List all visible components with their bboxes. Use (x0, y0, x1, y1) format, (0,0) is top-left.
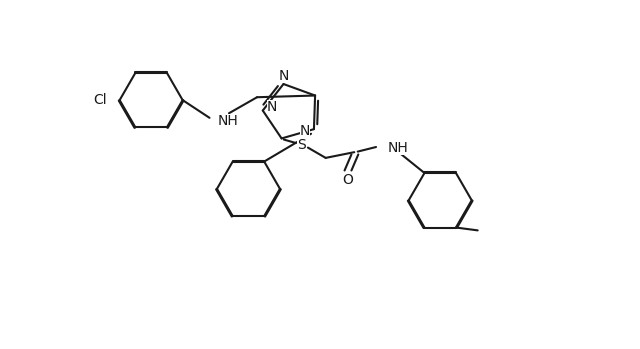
Text: O: O (342, 173, 353, 187)
Text: Cl: Cl (93, 93, 107, 107)
Text: S: S (297, 138, 306, 152)
Text: N: N (300, 125, 310, 139)
Text: N: N (278, 69, 289, 83)
Text: NH: NH (218, 114, 238, 128)
Text: NH: NH (387, 141, 408, 155)
Text: N: N (267, 100, 277, 114)
